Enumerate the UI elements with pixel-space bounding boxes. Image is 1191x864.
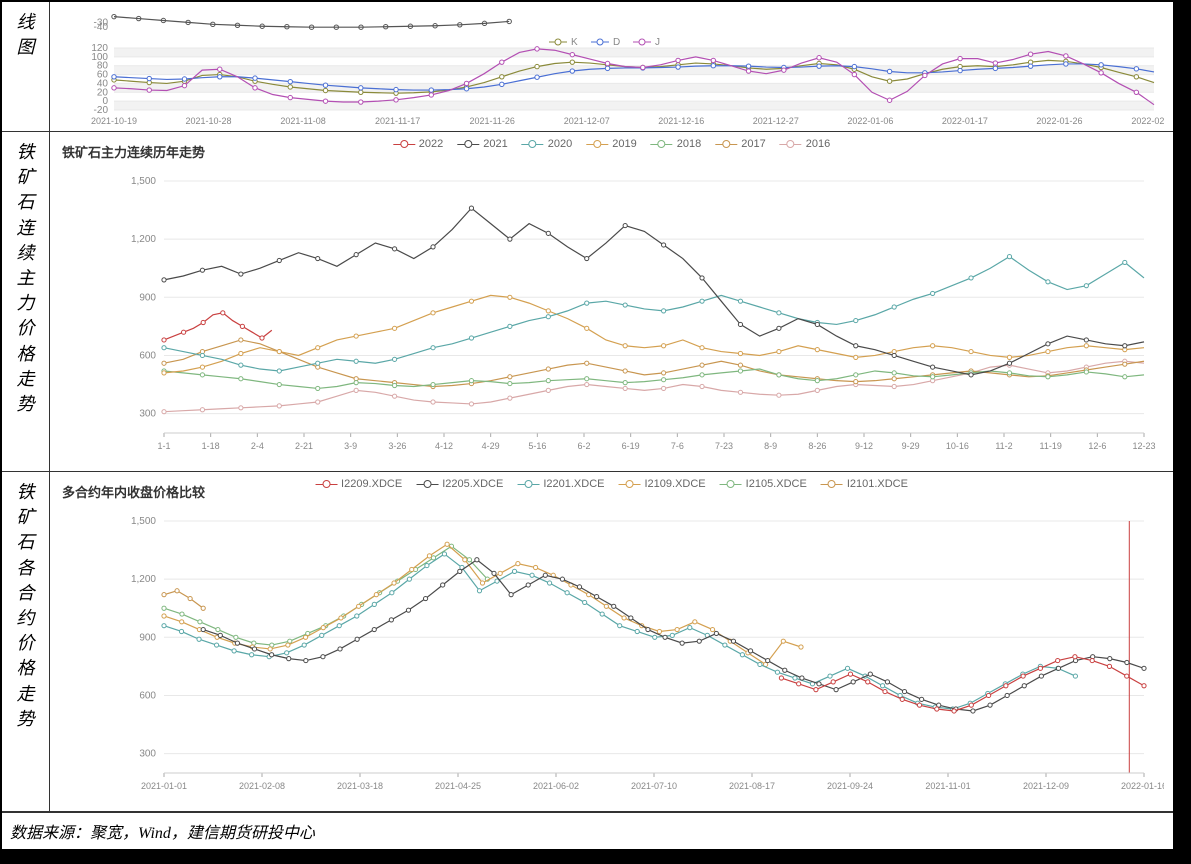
legend-item: I2105.XDCE [720, 478, 807, 490]
svg-text:3-26: 3-26 [388, 441, 406, 451]
svg-text:2021-09-24: 2021-09-24 [827, 781, 873, 791]
kdj-chart-svg: -30-40-20020406080100120KDJ2021-10-19202… [54, 6, 1164, 128]
svg-text:5-16: 5-16 [528, 441, 546, 451]
svg-text:2021-12-27: 2021-12-27 [753, 116, 799, 126]
svg-text:6-2: 6-2 [577, 441, 590, 451]
svg-text:300: 300 [139, 749, 156, 760]
svg-text:1,500: 1,500 [131, 516, 156, 527]
svg-text:2021-10-19: 2021-10-19 [91, 116, 137, 126]
panel-kline: 线图 -30-40-20020406080100120KDJ2021-10-19… [2, 2, 1173, 132]
svg-text:300: 300 [139, 409, 156, 420]
legend-item: 2019 [586, 138, 636, 150]
svg-text:2021-01-01: 2021-01-01 [141, 781, 187, 791]
svg-text:1-1: 1-1 [157, 441, 170, 451]
legend-item: 2018 [651, 138, 701, 150]
svg-text:3-9: 3-9 [344, 441, 357, 451]
svg-text:1,200: 1,200 [131, 234, 156, 245]
svg-text:2021-07-10: 2021-07-10 [631, 781, 677, 791]
svg-text:2021-10-28: 2021-10-28 [186, 116, 232, 126]
panel-kline-chart: -30-40-20020406080100120KDJ2021-10-19202… [50, 2, 1173, 131]
panel-yearly-side-label: 铁矿石连续主力价格走势 [2, 132, 50, 471]
svg-text:2022-01-26: 2022-01-26 [1036, 116, 1082, 126]
svg-text:10-16: 10-16 [946, 441, 969, 451]
svg-text:8-26: 8-26 [808, 441, 826, 451]
svg-text:4-29: 4-29 [482, 441, 500, 451]
svg-text:1-18: 1-18 [202, 441, 220, 451]
svg-text:11-19: 11-19 [1039, 441, 1061, 451]
legend-item: I2101.XDCE [821, 478, 908, 490]
svg-text:2021-06-02: 2021-06-02 [533, 781, 579, 791]
svg-text:1,200: 1,200 [131, 574, 156, 585]
svg-text:2022-02-11: 2022-02-11 [1131, 116, 1164, 126]
report-page: 线图 -30-40-20020406080100120KDJ2021-10-19… [0, 0, 1175, 851]
yearly-chart-svg: 300 600 900 1,200 1,500 1-1 1-18 2-4 2-21 3-9 3-26… [54, 163, 1164, 463]
svg-text:9-12: 9-12 [855, 441, 873, 451]
svg-text:2021-03-18: 2021-03-18 [337, 781, 383, 791]
svg-text:-40: -40 [94, 22, 109, 33]
svg-text:12-23: 12-23 [1132, 441, 1155, 451]
svg-text:600: 600 [139, 690, 156, 701]
svg-text:D: D [613, 37, 620, 48]
svg-text:900: 900 [139, 632, 156, 643]
svg-text:2-21: 2-21 [295, 441, 313, 451]
legend-item: 2020 [522, 138, 572, 150]
svg-text:7-6: 7-6 [671, 441, 684, 451]
panel-contracts: 铁矿石各合约价格走势 多合约年内收盘价格比较 I2209.XDCEI2205.X… [2, 472, 1173, 812]
svg-text:2021-12-09: 2021-12-09 [1023, 781, 1069, 791]
svg-text:9-29: 9-29 [902, 441, 920, 451]
panel-yearly-chart: 铁矿石主力连续历年走势 2022202120202019201820172016… [50, 132, 1173, 471]
svg-text:6-19: 6-19 [622, 441, 640, 451]
legend-item: 2017 [715, 138, 765, 150]
data-source: 数据来源：聚宽，Wind，建信期货研投中心 [2, 812, 1173, 849]
svg-text:8-9: 8-9 [764, 441, 777, 451]
svg-text:4-12: 4-12 [435, 441, 453, 451]
panel-contracts-legend: I2209.XDCE I2205.XDCE I2201.XDCE I2109.XDCE… [315, 478, 908, 490]
legend-item: 2016 [780, 138, 830, 150]
svg-text:2021-11-08: 2021-11-08 [280, 116, 325, 126]
svg-text:2021-12-07: 2021-12-07 [564, 116, 610, 126]
svg-text:120: 120 [91, 43, 108, 54]
svg-text:2021-11-26: 2021-11-26 [469, 116, 514, 126]
panel-contracts-chart: 多合约年内收盘价格比较 I2209.XDCEI2205.XDCEI2201.XD… [50, 472, 1173, 811]
legend-item: 2021 [457, 138, 507, 150]
svg-text:2021-04-25: 2021-04-25 [435, 781, 481, 791]
legend-item: I2109.XDCE [619, 478, 706, 490]
svg-text:2021-02-08: 2021-02-08 [239, 781, 285, 791]
svg-text:2-4: 2-4 [251, 441, 264, 451]
svg-text:2021-11-17: 2021-11-17 [375, 116, 420, 126]
svg-text:2021-08-17: 2021-08-17 [729, 781, 775, 791]
contracts-chart-svg: 300 600 900 1,200 1,500 2021-01-01 2021-02-08 2… [54, 503, 1164, 803]
legend-item: I2209.XDCE [315, 478, 402, 490]
svg-text:12-6: 12-6 [1088, 441, 1106, 451]
panel-contracts-side-label: 铁矿石各合约价格走势 [2, 472, 50, 811]
svg-text:2022-01-17: 2022-01-17 [942, 116, 988, 126]
panel-yearly-legend: 2022 2021 2020 2019 2018 2017 2016 [393, 138, 830, 150]
svg-text:1,500: 1,500 [131, 176, 156, 187]
svg-text:7-23: 7-23 [715, 441, 733, 451]
svg-text:J: J [655, 37, 660, 48]
legend-item: 2022 [393, 138, 443, 150]
svg-text:2021-11-01: 2021-11-01 [925, 781, 970, 791]
svg-text:2022-01-06: 2022-01-06 [847, 116, 893, 126]
svg-text:600: 600 [139, 350, 156, 361]
panel-kline-side-label: 线图 [2, 2, 50, 131]
svg-text:900: 900 [139, 292, 156, 303]
panel-yearly: 铁矿石连续主力价格走势 铁矿石主力连续历年走势 2022202120202019… [2, 132, 1173, 472]
svg-text:K: K [571, 37, 578, 48]
svg-text:2021-12-16: 2021-12-16 [658, 116, 704, 126]
legend-item: I2205.XDCE [416, 478, 503, 490]
svg-text:2022-01-16: 2022-01-16 [1121, 781, 1164, 791]
svg-text:11-2: 11-2 [995, 441, 1012, 451]
legend-item: I2201.XDCE [517, 478, 604, 490]
